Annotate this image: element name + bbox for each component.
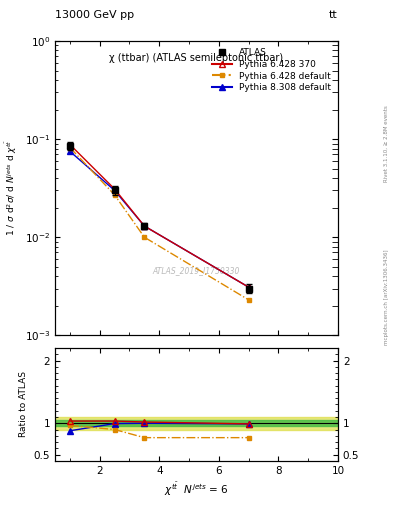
Text: tt: tt <box>329 10 338 20</box>
Text: ATLAS_2019_I1750330: ATLAS_2019_I1750330 <box>153 266 240 275</box>
Text: mcplots.cern.ch [arXiv:1306.3436]: mcplots.cern.ch [arXiv:1306.3436] <box>384 249 389 345</box>
Text: 13000 GeV pp: 13000 GeV pp <box>55 10 134 20</box>
Legend: ATLAS, Pythia 6.428 370, Pythia 6.428 default, Pythia 8.308 default: ATLAS, Pythia 6.428 370, Pythia 6.428 de… <box>209 46 334 95</box>
Y-axis label: 1 / $\sigma$ d$^2\sigma$/ d $N^{jets}$ d $\chi^{t\bar{t}}$: 1 / $\sigma$ d$^2\sigma$/ d $N^{jets}$ d… <box>4 140 19 237</box>
Y-axis label: Ratio to ATLAS: Ratio to ATLAS <box>19 372 28 437</box>
Text: Rivet 3.1.10, ≥ 2.8M events: Rivet 3.1.10, ≥ 2.8M events <box>384 105 389 182</box>
X-axis label: $\chi^{t\bar{t}}$  $N^{jets}$ = 6: $\chi^{t\bar{t}}$ $N^{jets}$ = 6 <box>164 481 229 499</box>
Text: χ (ttbar) (ATLAS semileptonic ttbar): χ (ttbar) (ATLAS semileptonic ttbar) <box>109 53 284 63</box>
